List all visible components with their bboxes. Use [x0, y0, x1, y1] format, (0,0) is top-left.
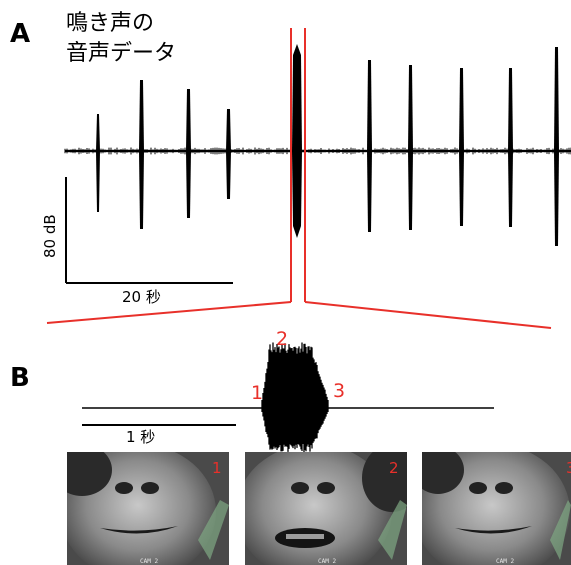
- panel-a-title-line1: 鳴き声の: [66, 11, 154, 36]
- zoom-left-diagonal: [46, 301, 292, 324]
- call-spike: [96, 114, 100, 212]
- call-spike: [459, 68, 464, 226]
- call-spike: [139, 80, 144, 229]
- panel-b-label: B: [10, 363, 30, 393]
- frame-number-3: 3: [566, 459, 571, 477]
- frame-number-2: 2: [389, 459, 399, 477]
- video-frames: CAM 2 1 CAM 2 2 CAM 2 3: [67, 452, 571, 565]
- y-scale-label: 80 dB: [41, 214, 59, 258]
- video-frame-3: CAM 2: [422, 452, 571, 565]
- call-spikes: [96, 44, 559, 246]
- cam-label: CAM 2: [318, 558, 336, 565]
- call-spike: [408, 65, 413, 230]
- zoom-indicator: [46, 28, 552, 329]
- call-spike: [226, 109, 231, 199]
- panel-a-label: A: [10, 19, 30, 49]
- phase-number-1: 1: [251, 382, 263, 404]
- phase-number-2: 2: [276, 328, 288, 350]
- call-spike: [186, 89, 191, 218]
- phase-number-3: 3: [333, 380, 345, 402]
- call-spike: [367, 60, 372, 232]
- cam-label: CAM 2: [140, 558, 158, 565]
- time-scale-label: 1 秒: [126, 428, 155, 446]
- call-spike: [554, 47, 559, 246]
- call-spike-highlighted: [292, 44, 302, 238]
- frame-number-1: 1: [212, 459, 222, 477]
- zoom-right-diagonal: [304, 301, 552, 329]
- zoomed-call-waveform: [261, 342, 329, 452]
- x-scale-label: 20 秒: [122, 288, 161, 306]
- video-frame-2: CAM 2: [245, 452, 407, 565]
- video-frame-1: CAM 2: [67, 452, 229, 565]
- call-spike: [508, 68, 513, 227]
- panel-a-title-line2: 音声データ: [66, 41, 176, 66]
- cam-label: CAM 2: [496, 558, 514, 565]
